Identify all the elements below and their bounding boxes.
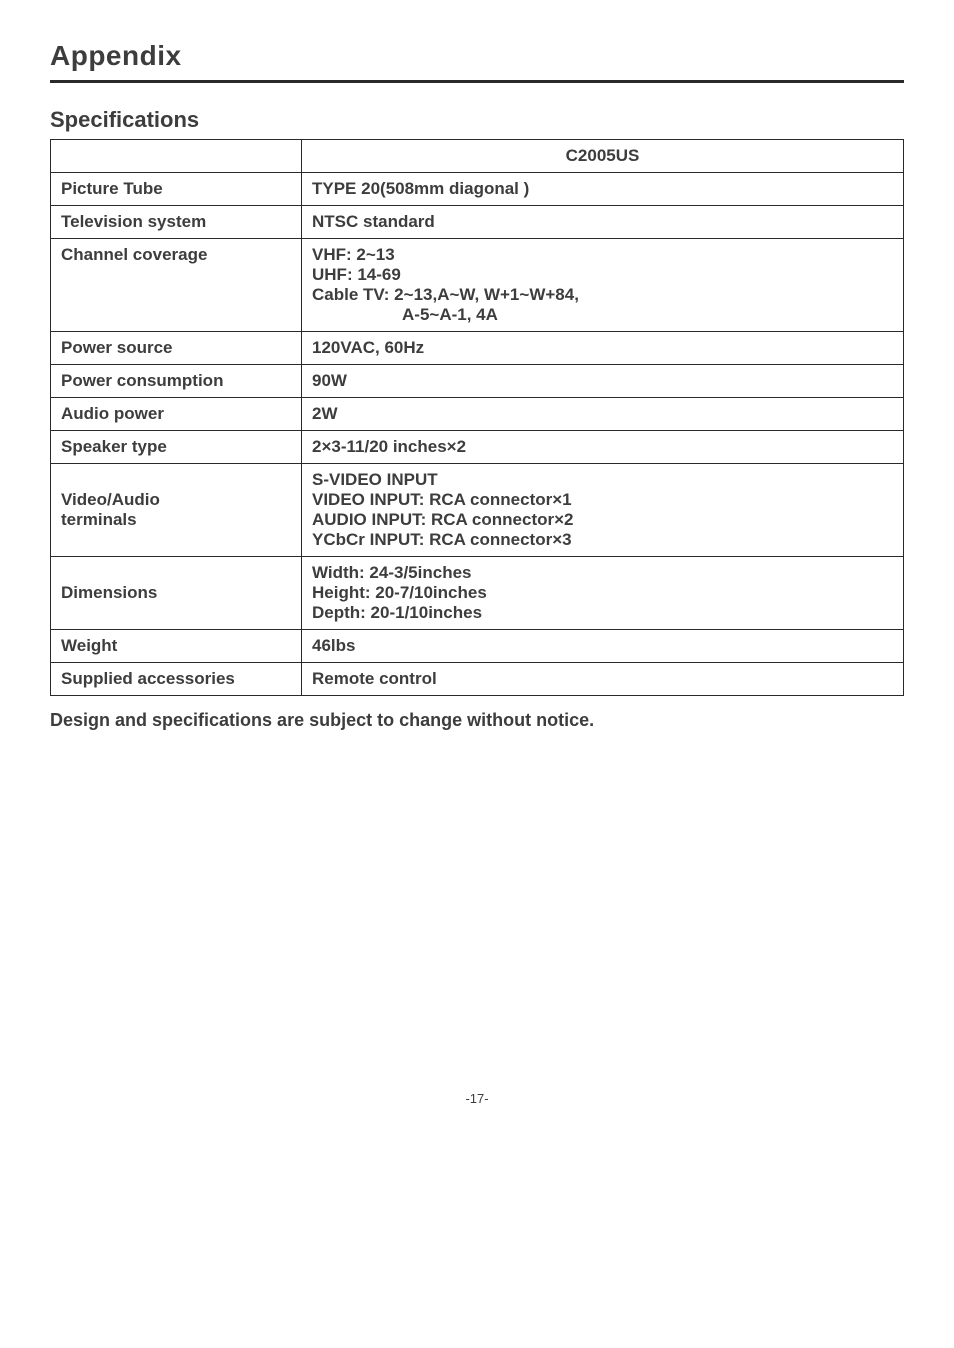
table-row: Channel coverage VHF: 2~13 UHF: 14-69 Ca… [51,239,904,332]
spec-label: Speaker type [51,431,302,464]
spec-value: 2W [302,398,904,431]
spec-value: VHF: 2~13 UHF: 14-69 Cable TV: 2~13,A~W,… [302,239,904,332]
spec-value: 90W [302,365,904,398]
spec-label: Video/Audio terminals [51,464,302,557]
title-divider [50,80,904,83]
page-number: -17- [50,1091,904,1106]
spec-value-text: S-VIDEO INPUT VIDEO INPUT: RCA connector… [312,470,573,549]
table-row: Audio power 2W [51,398,904,431]
table-row: Weight 46lbs [51,630,904,663]
page-title: Appendix [50,40,904,72]
spec-label: Picture Tube [51,173,302,206]
spec-value: S-VIDEO INPUT VIDEO INPUT: RCA connector… [302,464,904,557]
table-row: Power consumption 90W [51,365,904,398]
table-row: C2005US [51,140,904,173]
spec-value: TYPE 20(508mm diagonal ) [302,173,904,206]
table-row: Supplied accessories Remote control [51,663,904,696]
spec-label: Television system [51,206,302,239]
spec-value: Width: 24-3/5inches Height: 20-7/10inche… [302,557,904,630]
table-row: Dimensions Width: 24-3/5inches Height: 2… [51,557,904,630]
table-row: Power source 120VAC, 60Hz [51,332,904,365]
specifications-table: C2005US Picture Tube TYPE 20(508mm diago… [50,139,904,696]
table-row: Speaker type 2×3-11/20 inches×2 [51,431,904,464]
spec-value: 120VAC, 60Hz [302,332,904,365]
empty-header-cell [51,140,302,173]
spec-value: Remote control [302,663,904,696]
spec-value: 2×3-11/20 inches×2 [302,431,904,464]
spec-label: Audio power [51,398,302,431]
spec-label: Dimensions [51,557,302,630]
section-subtitle: Specifications [50,107,904,133]
spec-value-text: VHF: 2~13 UHF: 14-69 Cable TV: 2~13,A~W,… [312,245,579,304]
spec-value: 46lbs [302,630,904,663]
spec-value-text: Width: 24-3/5inches Height: 20-7/10inche… [312,563,487,622]
model-header-cell: C2005US [302,140,904,173]
table-row: Video/Audio terminals S-VIDEO INPUT VIDE… [51,464,904,557]
spec-label-text: Video/Audio terminals [61,490,160,529]
spec-label: Channel coverage [51,239,302,332]
spec-label: Power source [51,332,302,365]
spec-value: NTSC standard [302,206,904,239]
table-row: Picture Tube TYPE 20(508mm diagonal ) [51,173,904,206]
spec-label: Weight [51,630,302,663]
table-row: Television system NTSC standard [51,206,904,239]
footer-note: Design and specifications are subject to… [50,710,904,731]
spec-value-indent: A-5~A-1, 4A [312,305,893,325]
spec-label: Power consumption [51,365,302,398]
spec-label: Supplied accessories [51,663,302,696]
